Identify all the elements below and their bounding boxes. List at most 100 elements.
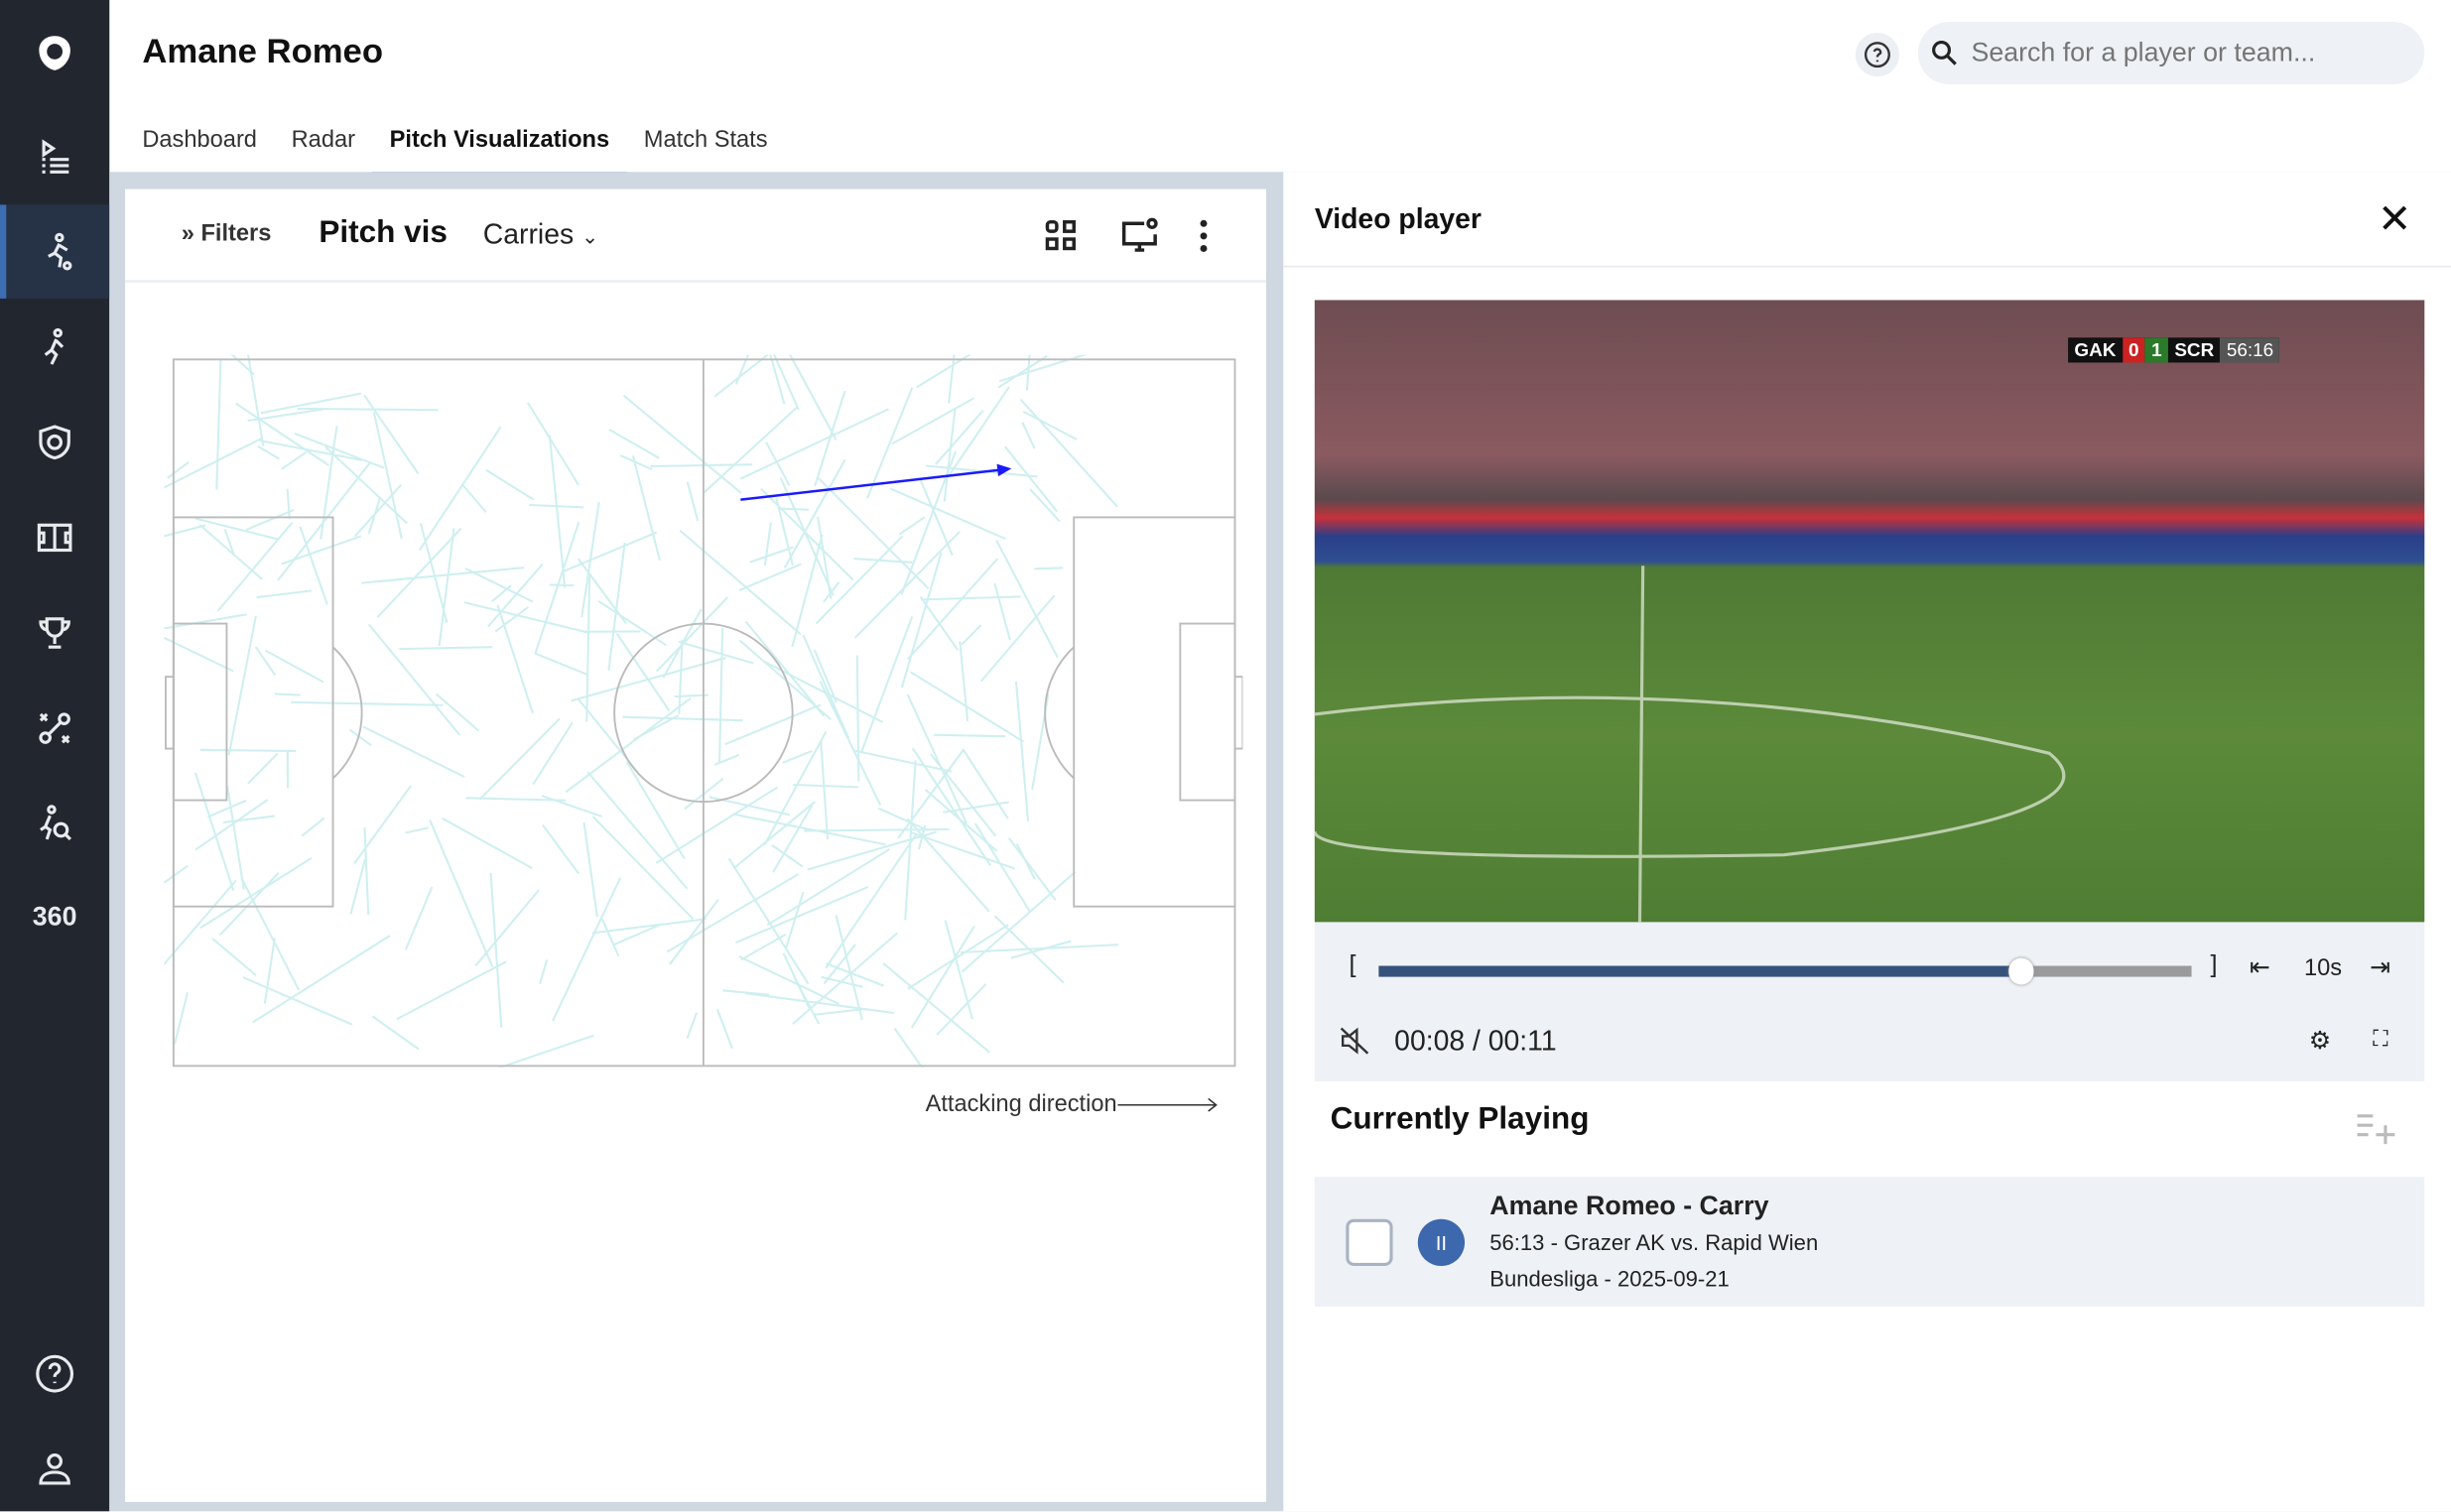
tab-pitch-visualizations[interactable]: Pitch Visualizations [372, 122, 627, 178]
carry-arrow [1034, 567, 1064, 570]
away-score: 1 [2144, 337, 2169, 363]
carry-arrow [461, 483, 487, 513]
sidebar-item-team[interactable] [0, 396, 109, 490]
carry-arrow [582, 821, 598, 918]
sidebar-item-scouting[interactable] [0, 777, 109, 871]
sidebar-item-competition[interactable] [0, 586, 109, 681]
carry-arrow [230, 354, 255, 376]
sidebar-item-playlist[interactable] [0, 109, 109, 203]
carry-arrow [666, 873, 799, 953]
carry-arrow [348, 728, 372, 747]
carry-arrow [164, 879, 237, 966]
search-input[interactable] [1971, 37, 2409, 69]
tactics-icon [39, 712, 70, 744]
carry-arrow [227, 615, 257, 756]
carry-arrow [763, 522, 772, 566]
carry-arrow [585, 573, 591, 722]
profile-button[interactable] [0, 1423, 109, 1512]
playlist-add-icon[interactable] [2356, 1109, 2396, 1150]
carry-arrow [246, 354, 265, 446]
pitch-chart [164, 354, 1243, 1068]
carry-arrow [820, 740, 830, 840]
carry-arrow [215, 360, 222, 490]
carry-arrow [744, 620, 825, 717]
scoreboard: GAK 0 1 SCR 56:16 [2068, 337, 2280, 363]
skip-back-icon[interactable]: ⇤ [2249, 954, 2270, 982]
carry-arrow [631, 454, 661, 562]
carry-arrow [419, 426, 502, 552]
item-competition: Bundesliga - 2025-09-21 [1489, 1265, 1730, 1292]
carry-arrow [174, 991, 190, 1045]
carry-arrow [541, 795, 602, 818]
sidebar-item-player[interactable] [0, 204, 110, 299]
carry-arrow [732, 813, 886, 846]
carry-arrow [607, 542, 626, 671]
carry-arrow [906, 693, 968, 824]
tab-match-stats[interactable]: Match Stats [643, 126, 768, 154]
list-item[interactable]: II Amane Romeo - Carry 56:13 - Grazer AK… [1314, 1177, 2425, 1307]
muted-icon[interactable] [1340, 1027, 1371, 1055]
carry-arrow [565, 696, 692, 794]
clip-end-marker[interactable]: ] [2210, 951, 2218, 979]
display-settings-icon[interactable] [1119, 215, 1160, 256]
carry-arrow [907, 924, 1009, 990]
help-button[interactable] [0, 1326, 109, 1421]
carry-arrow [164, 636, 234, 673]
carry-arrow [911, 747, 991, 866]
carry-arrow [997, 354, 1048, 389]
progress-fill [1378, 965, 2021, 977]
carry-arrow [900, 553, 943, 689]
fullscreen-icon[interactable]: ⛶ [2373, 1025, 2388, 1051]
carry-arrow [907, 558, 999, 661]
carry-arrow [791, 534, 824, 648]
video-frame[interactable]: GAK 0 1 SCR 56:16 [1314, 300, 2425, 923]
metric-dropdown[interactable]: Carries ⌄ [483, 219, 598, 252]
carry-arrow [785, 891, 805, 949]
item-checkbox[interactable] [1346, 1218, 1393, 1266]
carry-arrow [625, 761, 686, 859]
carry-arrow [240, 878, 301, 991]
carry-arrow [245, 509, 295, 531]
carry-arrow [724, 703, 822, 746]
skip-forward-icon[interactable]: ⇥ [2370, 954, 2391, 982]
tab-dashboard[interactable]: Dashboard [142, 126, 257, 154]
grid-layout-icon[interactable] [1041, 215, 1082, 256]
tab-radar[interactable]: Radar [291, 126, 355, 154]
carry-arrow [779, 477, 835, 596]
carry-arrow [788, 354, 838, 441]
help-button[interactable] [1855, 33, 1899, 77]
carry-arrow [943, 386, 1010, 484]
carry-arrow [320, 426, 338, 540]
carry-arrow [529, 503, 584, 509]
progress-handle[interactable] [2007, 957, 2034, 985]
carry-arrow [361, 567, 525, 584]
carry-arrow [764, 661, 883, 723]
video-progress-bar[interactable] [1378, 957, 2192, 985]
close-icon[interactable]: ✕ [2378, 194, 2412, 243]
user-icon [39, 1453, 70, 1485]
filters-button[interactable]: » Filters [182, 220, 272, 247]
carry-arrow [993, 582, 1011, 641]
skip-interval[interactable]: 10s [2303, 954, 2343, 982]
carry-arrow [959, 641, 969, 722]
carry-arrow [281, 450, 308, 470]
app-logo[interactable] [0, 6, 109, 100]
carry-arrow [199, 748, 297, 753]
settings-icon[interactable]: ⚙ [2308, 1028, 2332, 1056]
sidebar-item-tactics[interactable] [0, 682, 109, 776]
sidebar-item-running[interactable] [0, 300, 109, 394]
more-options-icon[interactable] [1184, 215, 1225, 256]
sidebar-item-360[interactable]: 360 [32, 901, 77, 932]
carry-arrow [396, 960, 507, 1021]
carry-arrow [1007, 837, 1057, 901]
carry-arrow [622, 394, 742, 494]
carry-arrow [916, 354, 972, 389]
sidebar-item-match[interactable] [0, 491, 109, 585]
carry-arrow [247, 408, 323, 423]
carry-arrow [281, 535, 362, 566]
carry-arrow [749, 546, 794, 564]
clip-start-marker[interactable]: [ [1349, 951, 1356, 979]
pitch-toolbar: » Filters Pitch vis Carries ⌄ [125, 189, 1266, 284]
carry-arrow [935, 409, 984, 465]
pause-button[interactable]: II [1417, 1218, 1466, 1266]
